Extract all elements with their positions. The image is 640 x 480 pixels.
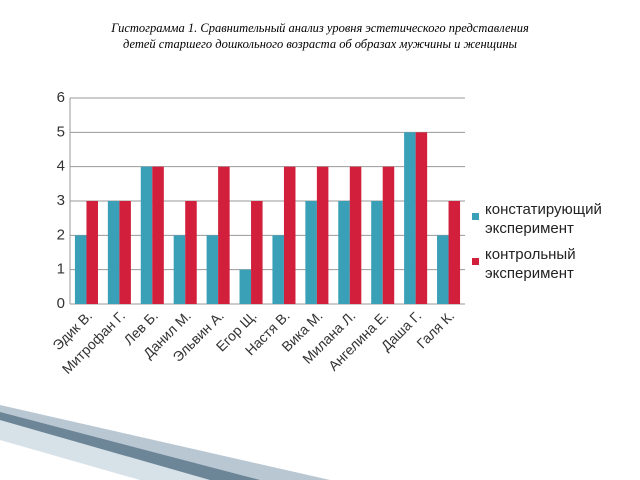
legend-swatch [472,258,479,265]
y-tick-label: 6 [57,89,65,106]
bar [107,201,120,304]
bar [86,201,98,304]
legend-label: констатирующий эксперимент [485,201,602,237]
bar [272,235,284,304]
y-tick-label: 0 [57,295,65,312]
bar [239,269,252,304]
bar [349,166,362,304]
bar [185,201,197,304]
chart-title: Гистограмма 1. Сравнительный анализ уров… [111,21,529,51]
bar [74,235,87,304]
bar [173,235,186,304]
bar [404,132,416,304]
bar [251,201,263,304]
y-tick-label: 3 [57,192,65,209]
bar [371,201,383,304]
bar [283,166,296,304]
bar [140,166,153,304]
bar [305,201,317,304]
stripe [0,405,330,480]
legend-swatch [472,213,479,220]
bar [338,201,350,304]
bar [119,201,131,304]
bar [382,166,395,304]
stripe [0,420,210,480]
x-tick-label: Галя К. [413,307,457,351]
bar [448,201,461,304]
y-tick-label: 2 [57,226,65,243]
bar [218,166,230,304]
stripe [0,412,260,480]
bar [316,166,329,304]
y-tick-label: 1 [57,261,65,278]
legend-item: контрольный эксперимент [472,245,610,283]
y-tick-label: 4 [57,158,65,175]
bar [206,235,219,304]
bar [415,132,428,304]
bar [437,235,449,304]
legend-label: контрольный эксперимент [485,246,576,282]
bar [152,166,164,304]
legend-item: констатирующий эксперимент [472,200,610,238]
y-tick-label: 5 [57,123,65,140]
decoration [0,405,330,480]
